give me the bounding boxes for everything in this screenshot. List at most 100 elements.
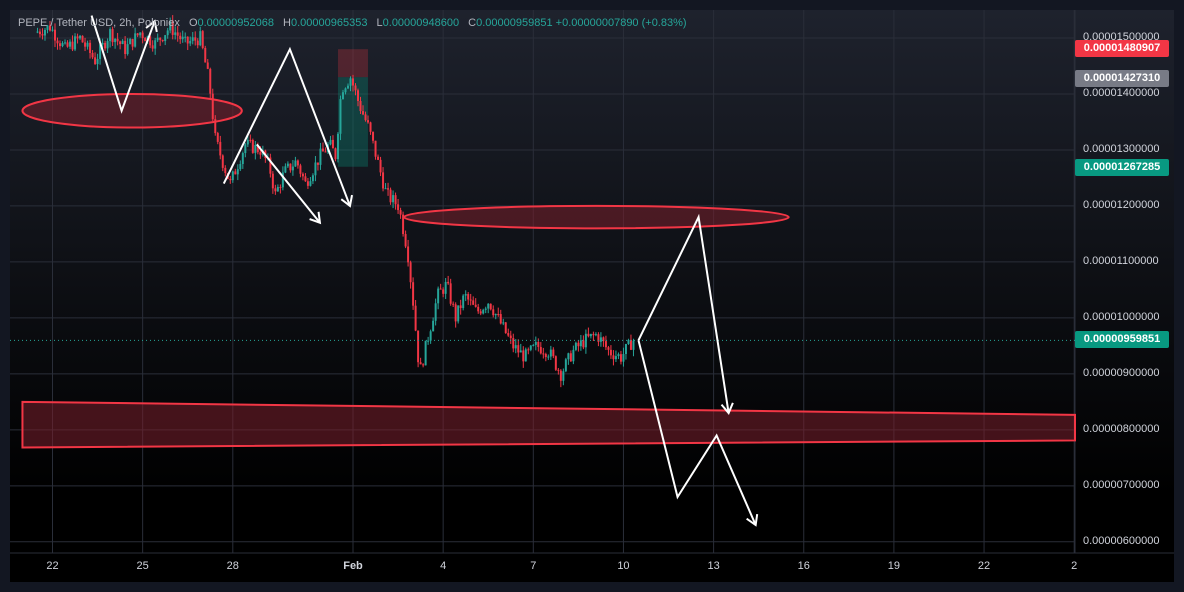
candle-body	[527, 349, 530, 351]
candle-body	[51, 29, 54, 31]
candle-body	[254, 144, 257, 153]
candle-body	[364, 114, 367, 121]
candle-body	[424, 340, 427, 366]
candle-body	[316, 162, 319, 165]
candle-body	[116, 38, 119, 42]
candle-body	[36, 31, 39, 33]
candle-body	[597, 334, 600, 342]
candle-body	[382, 172, 385, 189]
candle-body	[64, 42, 67, 44]
candle-body	[397, 204, 400, 211]
candle-body	[144, 38, 147, 42]
candle-body	[559, 370, 562, 381]
legend-exchange: Poloniex	[137, 17, 180, 29]
candle-body	[367, 120, 370, 123]
candle-body	[467, 294, 470, 300]
candle-body	[189, 40, 192, 44]
candle-body	[464, 294, 467, 296]
candle-body	[452, 303, 455, 305]
candle-body	[577, 342, 580, 347]
candle-body	[204, 47, 207, 63]
candle-body	[159, 37, 162, 40]
legend-h-value: 0.00000965353	[290, 17, 368, 29]
candle-body	[532, 344, 535, 346]
candle-body	[539, 346, 542, 354]
candle-body	[84, 42, 87, 47]
price-axis-label: 0.00000800000	[1083, 422, 1160, 435]
candle-body	[61, 43, 64, 47]
candle-body	[587, 333, 590, 337]
candle-body	[474, 304, 477, 307]
candle-body	[209, 68, 212, 94]
candle-body	[444, 281, 447, 294]
time-axis-label: 13	[707, 560, 720, 572]
time-axis-label: 7	[530, 560, 537, 572]
candle-body	[301, 173, 304, 177]
candle-body	[622, 353, 625, 362]
candle-body	[599, 337, 602, 342]
candle-body	[617, 354, 620, 357]
candle-body	[156, 37, 159, 41]
resistance-zone	[21, 92, 243, 129]
candle-body	[409, 262, 412, 283]
candle-body	[281, 172, 284, 188]
time-axis-label: 4	[440, 560, 447, 572]
candle-body	[74, 36, 77, 50]
candle-body	[567, 353, 570, 360]
candle-body	[469, 299, 472, 301]
candle-body	[246, 139, 249, 145]
candle-body	[537, 341, 540, 347]
candle-body	[171, 21, 174, 35]
candle-body	[429, 331, 432, 341]
support-zone	[21, 400, 1076, 449]
candle-body	[66, 42, 69, 47]
arrow-head-icon	[720, 402, 734, 415]
candle-body	[509, 335, 512, 339]
candle-body	[504, 322, 507, 334]
candle-body	[166, 30, 169, 36]
candle-body	[482, 309, 485, 314]
drawn-arrow-path	[637, 340, 757, 526]
time-axis-label: 19	[887, 560, 901, 572]
candle-body	[269, 157, 272, 174]
price-axis-label: 0.00000600000	[1083, 534, 1160, 547]
candle-body	[339, 99, 342, 134]
candle-body	[161, 39, 164, 42]
candle-body	[71, 41, 74, 50]
price-axis-label: 0.00000700000	[1083, 478, 1160, 491]
drawn-arrow-path	[637, 213, 730, 414]
candle-body	[134, 33, 137, 47]
candle-body	[96, 58, 99, 65]
candle-body	[76, 36, 79, 39]
candle-body	[89, 42, 92, 53]
legend-l-value: 0.00000948600	[382, 17, 460, 29]
candle-body	[584, 333, 587, 348]
candle-body	[41, 34, 44, 36]
candle-body	[286, 163, 289, 167]
candle-body	[219, 141, 222, 156]
candle-body	[619, 354, 622, 362]
candle-body	[314, 162, 317, 176]
candle-body	[612, 355, 615, 360]
candle-body	[524, 349, 527, 362]
candle-body	[114, 38, 117, 43]
arrow-head-icon	[340, 194, 353, 208]
time-axis-label: 22	[977, 560, 991, 572]
candle-body	[627, 339, 630, 345]
candle-body	[344, 88, 347, 93]
candle-body	[139, 32, 142, 36]
legend-l-label: L	[376, 17, 383, 29]
price-tag: 0.00001427310	[1075, 69, 1169, 87]
candle-body	[346, 85, 349, 89]
candle-body	[579, 340, 582, 347]
candle-body	[544, 354, 547, 358]
candle-body	[517, 345, 520, 353]
candle-body	[522, 350, 525, 362]
candle-body	[221, 155, 224, 168]
candle-body	[321, 148, 324, 152]
candle-body	[542, 353, 545, 355]
candle-body	[174, 32, 177, 35]
candle-body	[419, 362, 422, 365]
candle-body	[184, 36, 187, 38]
